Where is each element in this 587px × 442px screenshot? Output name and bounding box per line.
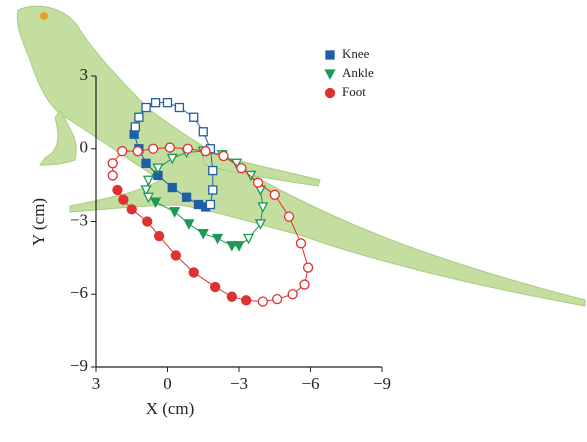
marker (117, 146, 128, 157)
marker (107, 158, 118, 169)
marker (236, 162, 247, 174)
marker (257, 296, 268, 307)
marker (141, 102, 151, 113)
marker (257, 202, 269, 213)
marker (164, 142, 176, 153)
marker (181, 192, 192, 202)
marker (198, 127, 208, 137)
marker (245, 170, 257, 182)
marker (197, 228, 209, 240)
marker (130, 122, 140, 132)
lizard-background (16, 5, 586, 307)
marker (183, 219, 195, 230)
marker (200, 146, 211, 157)
marker (142, 216, 153, 227)
marker (205, 199, 216, 210)
marker (170, 250, 181, 261)
marker (283, 211, 295, 222)
x-tick-label: −6 (301, 374, 319, 393)
y-tick-label: −3 (70, 210, 88, 229)
marker (142, 175, 155, 187)
marker (162, 98, 173, 108)
legend-marker (324, 87, 336, 99)
legend-marker (324, 69, 336, 80)
marker (226, 241, 238, 252)
marker (154, 230, 165, 242)
y-tick-label: −6 (70, 283, 88, 302)
y-tick-label: 0 (80, 138, 89, 157)
x-tick-label: −3 (230, 374, 248, 393)
marker (150, 98, 161, 108)
marker (302, 262, 314, 273)
x-tick-label: −9 (373, 374, 391, 393)
y-axis-label: Y (cm) (29, 198, 48, 246)
marker (148, 143, 159, 154)
marker (218, 150, 229, 162)
marker (226, 291, 238, 302)
marker (271, 293, 283, 305)
marker (254, 219, 267, 230)
marker (188, 267, 199, 278)
marker (174, 102, 185, 113)
marker (134, 112, 144, 122)
marker (166, 153, 178, 165)
legend-label: Knee (342, 46, 370, 61)
marker (252, 177, 264, 188)
marker (269, 189, 280, 200)
y-tick-label: −9 (70, 356, 88, 375)
marker (240, 295, 252, 306)
x-tick-label: 0 (163, 374, 172, 393)
marker (189, 112, 199, 122)
marker (299, 279, 310, 290)
legend-label: Ankle (342, 65, 374, 80)
marker (107, 170, 118, 181)
marker (287, 289, 298, 300)
y-tick-label: 3 (80, 65, 89, 84)
marker (182, 143, 193, 154)
marker (142, 192, 155, 204)
marker (208, 165, 218, 176)
legend-marker (325, 50, 335, 60)
marker (211, 233, 224, 245)
marker (118, 194, 129, 205)
axes: 3 0 −3 −6 −930−3−6−9 (70, 65, 391, 393)
marker (132, 146, 143, 157)
marker (169, 207, 181, 218)
marker (208, 185, 218, 195)
lizard-eye (40, 12, 48, 20)
marker (242, 233, 255, 245)
marker (141, 158, 151, 168)
marker (210, 281, 221, 293)
marker (152, 163, 164, 175)
marker (126, 204, 137, 215)
marker (140, 185, 152, 196)
marker (167, 182, 177, 193)
x-axis-label: X (cm) (146, 399, 195, 418)
legend: Knee Ankle Foot (324, 46, 374, 99)
legend-label: Foot (342, 84, 366, 99)
marker (233, 241, 245, 252)
marker (295, 238, 307, 249)
x-tick-label: 3 (92, 374, 101, 393)
marker (150, 197, 162, 208)
marker (112, 184, 123, 196)
